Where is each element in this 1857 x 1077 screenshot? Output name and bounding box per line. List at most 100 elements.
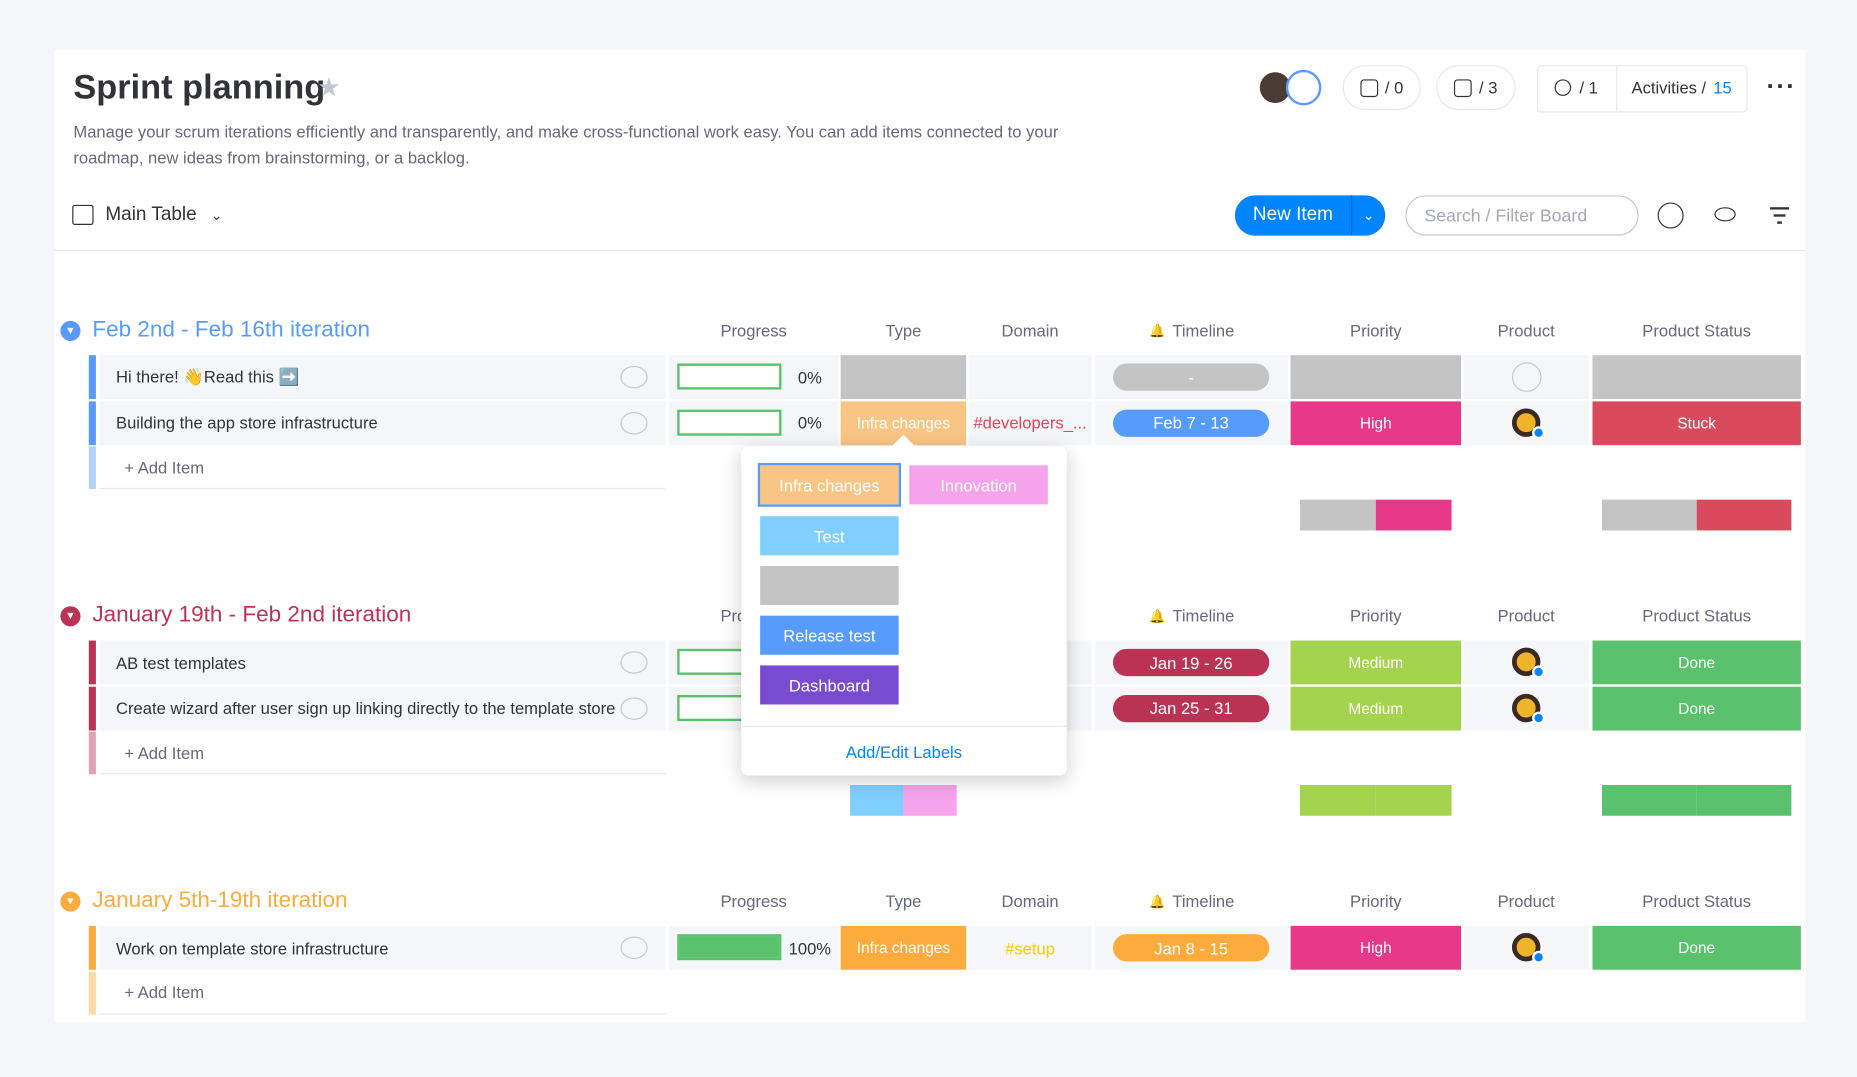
row-color-bar xyxy=(88,640,96,685)
label-option[interactable]: Dashboard xyxy=(760,665,899,705)
priority-label[interactable]: Medium xyxy=(1290,686,1462,730)
filter-icon xyxy=(1777,221,1782,224)
owner-avatar[interactable] xyxy=(1511,647,1541,677)
column-header: Domain xyxy=(1001,891,1059,911)
column-header: Product xyxy=(1497,606,1555,626)
column-header: 🔔 Timeline xyxy=(1149,891,1235,911)
item-name[interactable]: AB test templates xyxy=(99,640,666,685)
comment-icon[interactable] xyxy=(620,411,648,434)
progress-bar xyxy=(677,363,782,390)
timeline-pill[interactable]: Jan 19 - 26 xyxy=(1112,648,1270,677)
priority-label[interactable]: High xyxy=(1290,400,1462,445)
label-option[interactable]: Innovation xyxy=(909,465,1048,505)
status-label[interactable]: Done xyxy=(1592,925,1801,970)
label-option[interactable]: Test xyxy=(760,516,899,556)
status-summary xyxy=(1601,499,1697,531)
timeline-pill[interactable]: Jan 8 - 15 xyxy=(1112,934,1270,962)
add-item[interactable]: + Add Item xyxy=(99,446,666,489)
item-name[interactable]: Create wizard after user sign up linking… xyxy=(99,686,666,730)
group-title[interactable]: Feb 2nd - Feb 16th iteration xyxy=(92,317,370,343)
avatar[interactable] xyxy=(1259,72,1291,104)
add-item[interactable]: + Add Item xyxy=(99,971,666,1015)
group-title[interactable]: January 19th - Feb 2nd iteration xyxy=(92,602,412,628)
row-color-bar xyxy=(88,686,96,730)
group-toggle[interactable] xyxy=(60,320,81,341)
owner-empty[interactable] xyxy=(1511,362,1542,392)
status-summary xyxy=(1696,499,1792,531)
progress-bar xyxy=(677,409,782,436)
row-color-bar xyxy=(88,355,96,400)
item-name[interactable]: Building the app store infrastructure xyxy=(99,400,666,445)
row-color-bar xyxy=(88,971,96,1015)
dropdown-arrow[interactable]: ⌄ xyxy=(1362,207,1375,224)
priority-summary xyxy=(1300,784,1376,816)
person-filter[interactable] xyxy=(1657,202,1684,229)
more-menu[interactable]: ··· xyxy=(1766,71,1795,101)
automations-button[interactable]: / 3 xyxy=(1436,65,1516,111)
priority-label[interactable]: High xyxy=(1290,925,1462,970)
comment-icon[interactable] xyxy=(620,936,648,960)
icon xyxy=(1360,78,1378,97)
label-option[interactable]: Infra changes xyxy=(757,462,902,507)
column-header: 🔔 Timeline xyxy=(1149,606,1235,626)
column-header: Product Status xyxy=(1642,320,1752,340)
item-name[interactable]: Work on template store infrastructure xyxy=(99,925,666,970)
label-option[interactable]: Release test xyxy=(760,615,899,655)
column-header: Product Status xyxy=(1642,606,1752,626)
updates-button[interactable]: / 0 xyxy=(1342,65,1421,111)
timeline-pill[interactable]: Jan 25 - 31 xyxy=(1112,694,1270,722)
priority-summary xyxy=(1300,499,1376,531)
search-box[interactable]: Search / Filter Board xyxy=(1405,195,1639,236)
favorite-star[interactable]: ★ xyxy=(317,73,341,102)
domain-label[interactable] xyxy=(968,355,1092,400)
type-label[interactable] xyxy=(840,355,967,400)
board-description: Manage your scrum iterations efficiently… xyxy=(73,121,1059,167)
type-label[interactable]: Infra changes xyxy=(840,925,967,970)
comment-icon[interactable] xyxy=(620,696,648,720)
comment-icon[interactable] xyxy=(620,365,648,389)
toolbar-divider xyxy=(54,249,1806,252)
priority-label[interactable] xyxy=(1290,355,1462,400)
timeline-pill[interactable]: Feb 7 - 13 xyxy=(1112,409,1270,437)
timeline-pill[interactable]: - xyxy=(1112,363,1270,391)
avatar-invite[interactable] xyxy=(1285,69,1322,106)
status-label[interactable] xyxy=(1592,355,1801,400)
column-header: Product xyxy=(1497,891,1555,911)
type-label[interactable]: Infra changes xyxy=(840,400,967,445)
view-selector[interactable]: Main Table xyxy=(105,204,197,225)
owner-avatar[interactable] xyxy=(1511,693,1541,722)
view-chevron: ⌄ xyxy=(210,207,223,224)
hide-columns[interactable] xyxy=(1714,207,1736,222)
members-count[interactable]: / 1 xyxy=(1579,78,1598,98)
domain-label[interactable]: #developers_... xyxy=(968,400,1092,445)
status-label[interactable]: Stuck xyxy=(1592,400,1801,445)
column-header: Priority xyxy=(1350,606,1402,626)
icon xyxy=(1454,78,1472,97)
type-summary xyxy=(903,784,957,816)
comment-icon[interactable] xyxy=(620,651,648,674)
bell-icon: 🔔 xyxy=(1149,323,1166,339)
activities-label[interactable]: Activities / xyxy=(1631,78,1707,98)
activities-count[interactable]: 15 xyxy=(1713,78,1732,98)
group-chevron: ▼ xyxy=(65,609,76,622)
item-name[interactable]: Hi there! 👋Read this ➡️ xyxy=(99,355,666,400)
edit-labels[interactable]: Add/Edit Labels xyxy=(845,742,963,762)
filter-icon[interactable] xyxy=(1770,207,1790,210)
status-label[interactable]: Done xyxy=(1592,640,1801,685)
column-header: Progress xyxy=(720,320,787,340)
priority-label[interactable]: Medium xyxy=(1290,640,1462,685)
button-label[interactable]: New Item xyxy=(1252,204,1333,225)
progress-label: 0% xyxy=(797,367,822,387)
group-toggle[interactable] xyxy=(60,891,81,912)
avatar-badge xyxy=(1532,665,1546,679)
new-item-button[interactable]: New Item ⌄ xyxy=(1234,195,1386,236)
column-header: Progress xyxy=(720,891,787,911)
status-label[interactable]: Done xyxy=(1592,686,1801,730)
domain-label[interactable]: #setup xyxy=(968,925,1092,970)
bell-icon: 🔔 xyxy=(1149,609,1166,624)
label-option[interactable] xyxy=(760,565,899,606)
group-toggle[interactable] xyxy=(60,606,81,627)
add-item[interactable]: + Add Item xyxy=(99,732,666,775)
group-title[interactable]: January 5th-19th iteration xyxy=(92,888,348,913)
count: / 3 xyxy=(1479,78,1498,98)
